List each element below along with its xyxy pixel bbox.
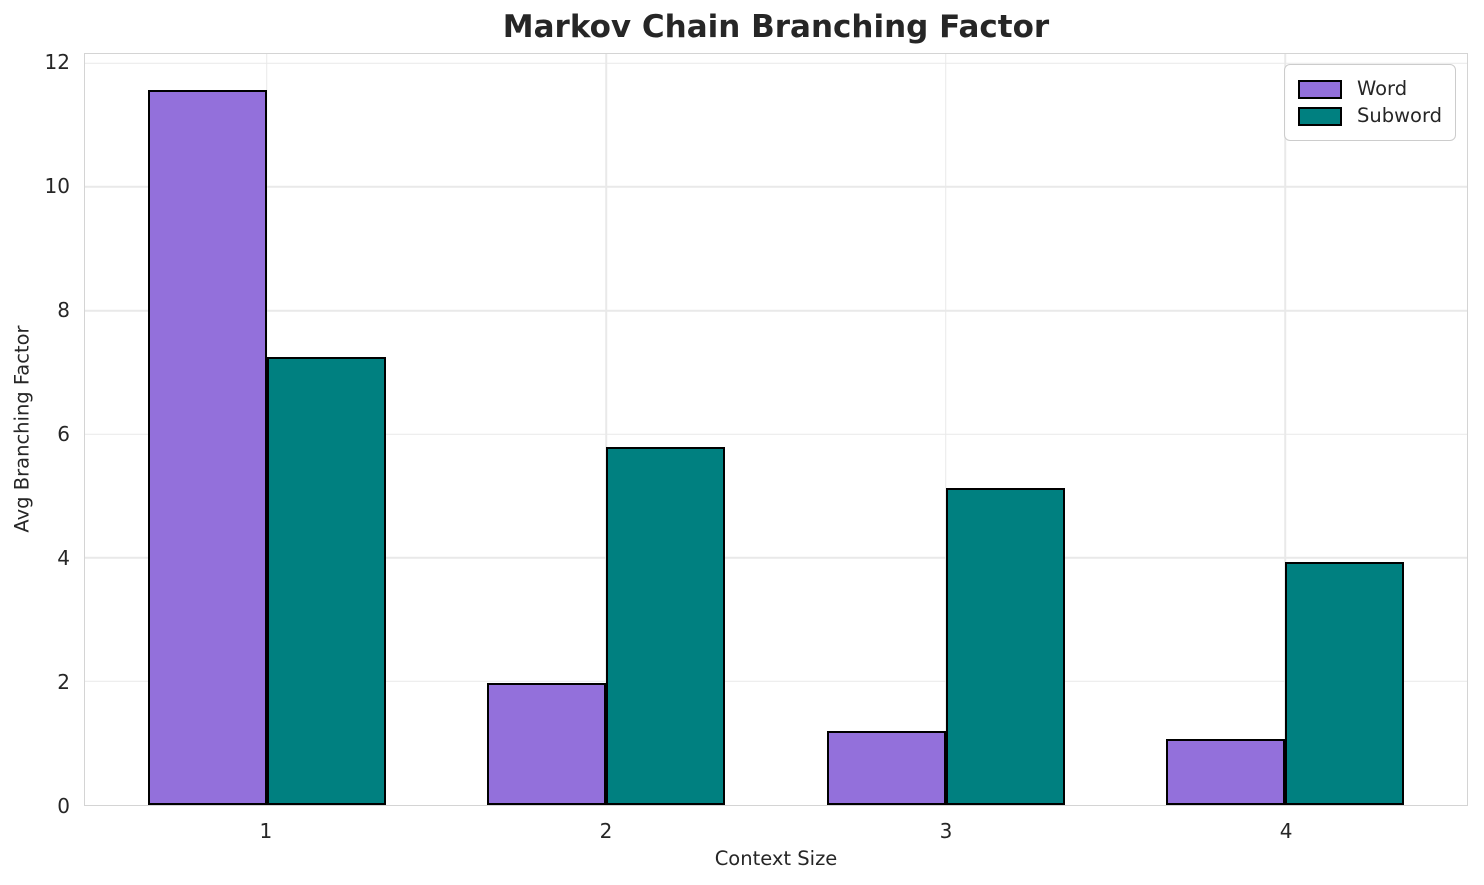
- legend: Word Subword: [1283, 64, 1456, 141]
- bar-subword-ctx2: [606, 446, 726, 805]
- bar-word-ctx1: [147, 89, 267, 805]
- x-tick-label: 3: [939, 819, 953, 843]
- bar-word-ctx3: [826, 730, 946, 805]
- x-axis-label: Context Size: [714, 847, 838, 870]
- y-tick-label: 6: [57, 422, 70, 447]
- y-gridline: [85, 433, 1467, 435]
- chart-title: Markov Chain Branching Factor: [502, 9, 1050, 45]
- bar-subword-ctx1: [266, 356, 386, 805]
- x-tick-label: 2: [599, 819, 613, 843]
- y-axis-label: Avg Branching Factor: [10, 325, 34, 533]
- y-gridline: [85, 186, 1467, 188]
- bar-word-ctx2: [487, 682, 607, 805]
- y-gridline: [85, 62, 1467, 65]
- y-gridline: [85, 680, 1467, 683]
- y-tick-label: 8: [57, 298, 70, 323]
- legend-swatch-subword: [1297, 106, 1342, 126]
- legend-swatch-word: [1297, 79, 1342, 99]
- y-gridline: [85, 557, 1467, 559]
- y-gridline: [85, 309, 1467, 312]
- legend-label: Subword: [1356, 104, 1442, 127]
- x-gridline: [605, 54, 607, 805]
- bar-word-ctx4: [1166, 739, 1286, 805]
- y-tick-label: 4: [57, 546, 70, 571]
- bar-subword-ctx3: [945, 487, 1065, 805]
- plot-area: Word Subword: [84, 53, 1468, 806]
- x-tick-label: 4: [1279, 819, 1293, 843]
- bar-subword-ctx4: [1285, 562, 1405, 805]
- x-gridline: [1284, 54, 1287, 805]
- x-gridline: [945, 54, 947, 805]
- legend-item-subword: Subword: [1297, 104, 1442, 128]
- y-tick-label: 2: [57, 670, 70, 695]
- legend-label: Word: [1356, 77, 1408, 100]
- legend-item-word: Word: [1297, 77, 1442, 101]
- y-tick-label: 0: [57, 794, 70, 818]
- x-tick-label: 1: [259, 819, 273, 843]
- y-tick-label: 10: [44, 174, 70, 199]
- y-tick-label: 12: [44, 50, 70, 75]
